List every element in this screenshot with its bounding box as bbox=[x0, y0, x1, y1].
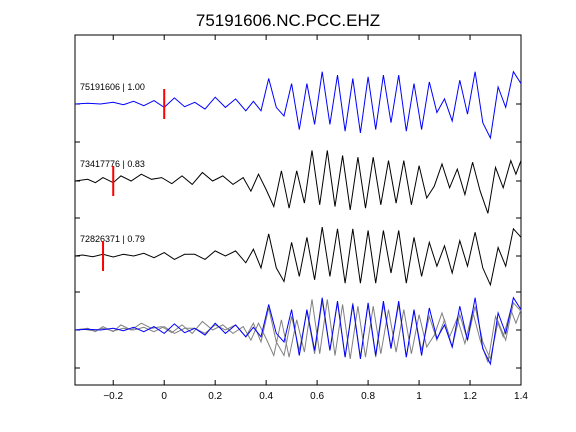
x-tick-label: 0.8 bbox=[361, 391, 375, 402]
trace-label-3: 72826371 | 0.79 bbox=[80, 234, 145, 244]
trace-label-1: 75191606 | 1.00 bbox=[80, 82, 145, 92]
x-tick-label: 0.4 bbox=[259, 391, 273, 402]
trace-label-2: 73417776 | 0.83 bbox=[80, 159, 145, 169]
trace-line-3 bbox=[74, 227, 522, 287]
overlay-trace-1 bbox=[74, 296, 522, 366]
x-tick-label: −0.2 bbox=[103, 391, 123, 402]
chart-title: 75191606.NC.PCC.EHZ bbox=[196, 11, 380, 30]
x-tick-label: 1.2 bbox=[463, 391, 477, 402]
trace-line-2 bbox=[74, 150, 522, 214]
x-tick-label: 1 bbox=[416, 391, 422, 402]
x-tick-label: 1.4 bbox=[514, 391, 528, 402]
x-tick-label: 0 bbox=[161, 391, 167, 402]
plot-area: −0.2 0 0.2 0.4 0.6 0.8 1 1.2 1.4 75191606 | 1.00 7… bbox=[74, 34, 528, 402]
plot-frame bbox=[74, 34, 522, 386]
trace-line-1 bbox=[74, 70, 522, 140]
x-tick-label: 0.2 bbox=[208, 391, 222, 402]
x-tick-label: 0.6 bbox=[310, 391, 324, 402]
